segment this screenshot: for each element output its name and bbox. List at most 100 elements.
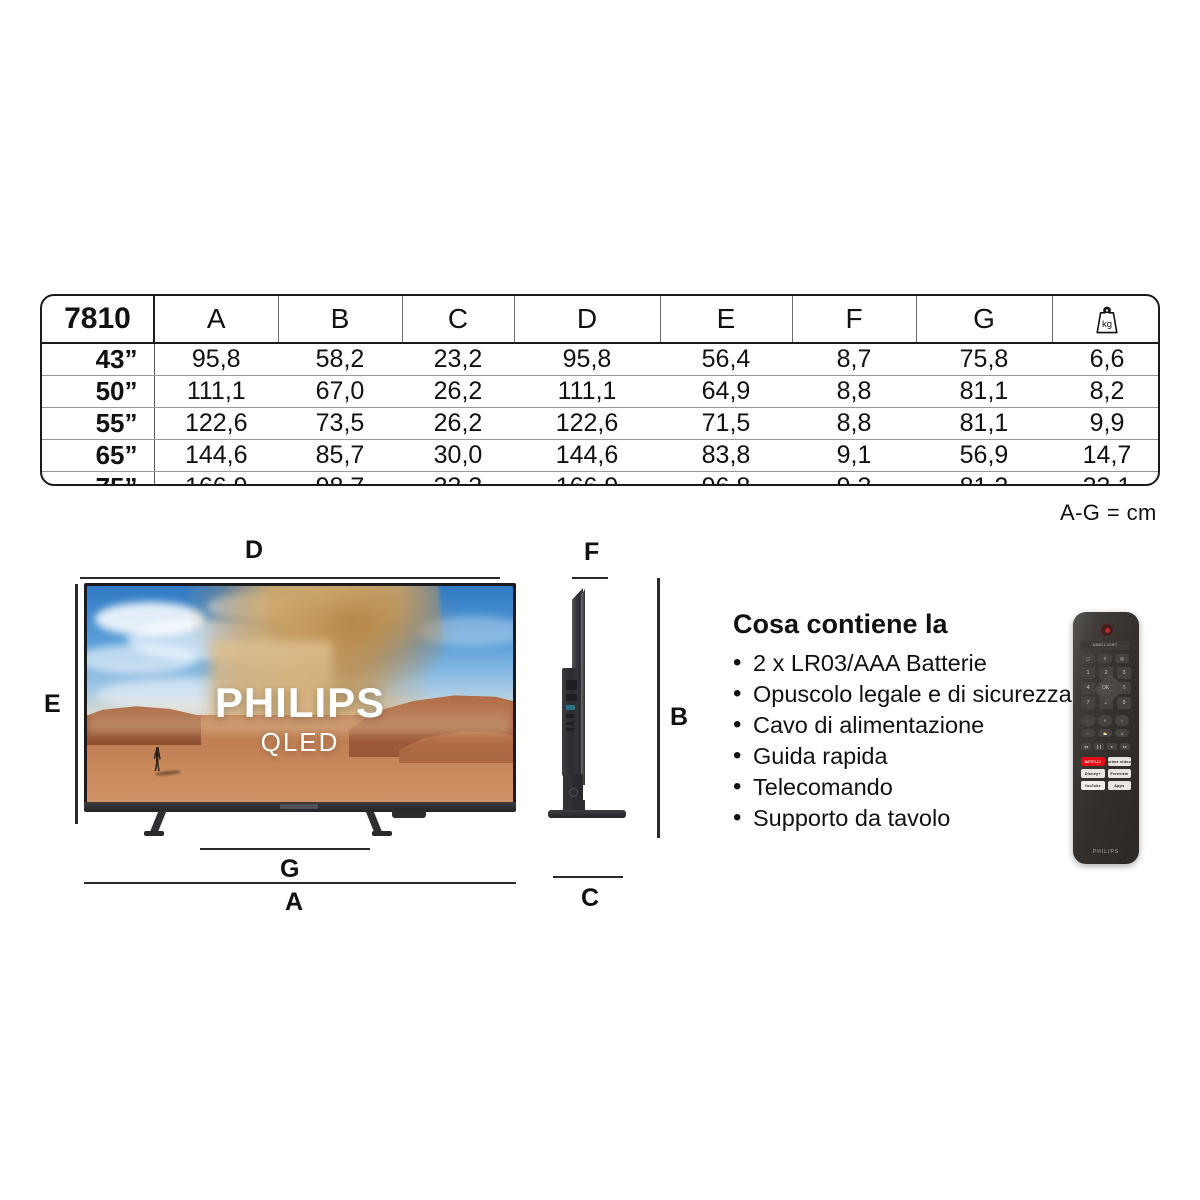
screen-brand-text: PHILIPS: [214, 679, 386, 726]
cell-c: 26,2: [402, 407, 514, 440]
dimension-line-d: [80, 577, 500, 580]
remote-control: AMBILIGHT ▢ ⚲ ▤ 1 2 3 4 5 6 7 8 9 OK ←: [1073, 612, 1139, 864]
cell-g: 81,1: [916, 375, 1052, 408]
table-model-header: 7810: [42, 296, 155, 344]
dimension-label-f: F: [584, 538, 600, 566]
ok-button: OK: [1099, 683, 1112, 694]
channel-rocker-icon: ♯: [1115, 729, 1129, 737]
ambilight-button: AMBILIGHT: [1080, 641, 1130, 650]
tv-center-module: [392, 811, 426, 818]
dust-haze: [87, 693, 513, 733]
table-col-header-e: E: [660, 296, 793, 344]
cell-f: 9,3: [792, 472, 916, 484]
cell-weight: 9,9: [1052, 407, 1158, 440]
table-row: 50” 111,1 67,0 26,2 111,1 64,9 8,8 81,1 …: [42, 375, 1158, 408]
weight-kg-icon: kg: [1092, 304, 1122, 336]
walking-figure: [153, 747, 161, 771]
tv-foot-right: [365, 811, 383, 833]
list-item: Telecomando: [733, 771, 1073, 803]
apps-button: Apps: [1107, 781, 1131, 790]
list-item: Cavo di alimentazione: [733, 709, 1073, 741]
list-item: Guida rapida: [733, 740, 1073, 772]
freeview-button: Freeview: [1107, 769, 1131, 778]
cell-g: 56,9: [916, 439, 1052, 472]
table-row: 43” 95,8 58,2 23,2 95,8 56,4 8,7 75,8 6,…: [42, 343, 1158, 376]
remote-nav-row: ← 0 ⌂: [1081, 715, 1129, 726]
cell-d: 144,6: [514, 439, 660, 472]
cell-f: 8,7: [792, 343, 916, 376]
cell-c: 26,2: [402, 375, 514, 408]
cell-a: 122,6: [154, 407, 278, 440]
dimension-label-g: G: [280, 855, 300, 883]
num-3-button: 3: [1117, 667, 1131, 679]
cell-e: 56,4: [660, 343, 792, 376]
cell-b: 98,7: [278, 472, 402, 484]
dimension-label-c: C: [581, 884, 600, 912]
cell-c: 30,0: [402, 439, 514, 472]
table-col-header-f: F: [792, 296, 917, 344]
remote-top-row: ▢ ⚲ ▤: [1081, 654, 1129, 663]
row-size-label: 65”: [42, 439, 155, 472]
box-contents-list: 2 x LR03/AAA Batterie Opuscolo legale e …: [733, 647, 1073, 834]
table-col-header-c: C: [402, 296, 515, 344]
num-7-button: 7: [1081, 697, 1095, 709]
screen-panel-type-text: QLED: [260, 727, 340, 757]
remote-numpad: 1 2 3 4 5 6 7 8 9 OK: [1081, 667, 1131, 711]
cell-weight: 8,2: [1052, 375, 1158, 408]
table-col-header-b: B: [278, 296, 403, 344]
home-button-icon: ⌂: [1115, 715, 1129, 726]
tv-screen: PHILIPS QLED: [87, 586, 513, 807]
cell-f: 8,8: [792, 407, 916, 440]
tv-side-stand-base: [548, 810, 626, 818]
row-size-label: 55”: [42, 407, 155, 440]
cell-d: 95,8: [514, 343, 660, 376]
remote-volume-row: ♭ ⛅ ♯: [1081, 729, 1129, 737]
dimensions-table: 7810 A B C D E F G kg: [40, 294, 1160, 486]
cell-e: 71,5: [660, 407, 792, 440]
rewind-button-icon: ◂◂: [1081, 743, 1091, 750]
dimension-line-g: [200, 848, 370, 851]
port-usb-icon: [566, 705, 575, 710]
dimension-line-f: [572, 577, 608, 580]
prime-video-button: prime video: [1107, 757, 1131, 766]
port-antenna-icon: [566, 694, 577, 701]
table-col-header-g: G: [916, 296, 1053, 344]
cell-f: 9,1: [792, 439, 916, 472]
cloud-shape: [87, 644, 197, 674]
dimension-line-e: [75, 584, 78, 824]
table-row: 65” 144,6 85,7 30,0 144,6 83,8 9,1 56,9 …: [42, 439, 1158, 472]
cell-c: 23,2: [402, 343, 514, 376]
cell-g: 75,8: [916, 343, 1052, 376]
netflix-button: NETFLIX: [1081, 757, 1105, 766]
list-item: 2 x LR03/AAA Batterie: [733, 647, 1073, 679]
cell-d: 166,9: [514, 472, 660, 484]
tv-side-stand-column: [576, 800, 585, 814]
disney-plus-button: Disney+: [1081, 769, 1105, 778]
remote-face: AMBILIGHT ▢ ⚲ ▤ 1 2 3 4 5 6 7 8 9 OK ←: [1078, 617, 1134, 859]
row-size-label: 50”: [42, 375, 155, 408]
cell-a: 144,6: [154, 439, 278, 472]
dimension-line-a: [84, 882, 516, 885]
dimension-line-c: [553, 876, 623, 879]
dimension-label-a: A: [285, 888, 304, 916]
cell-e: 96,8: [660, 472, 792, 484]
back-button-icon: ←: [1081, 715, 1095, 726]
tv-foot-left: [149, 811, 167, 833]
cell-a: 95,8: [154, 343, 278, 376]
cell-g: 81,2: [916, 472, 1052, 484]
num-9-button: 9: [1117, 697, 1131, 709]
tv-foot-pad-left: [144, 831, 164, 836]
cell-g: 81,1: [916, 407, 1052, 440]
power-button-icon: [1100, 623, 1114, 637]
table-col-header-a: A: [154, 296, 279, 344]
box-contents-section: Cosa contiene la 2 x LR03/AAA Batterie O…: [733, 608, 1073, 834]
tv-front-view: PHILIPS QLED: [84, 583, 516, 836]
num-1-button: 1: [1081, 667, 1095, 679]
mute-button-icon: ⛅: [1098, 729, 1112, 737]
table-row: 55” 122,6 73,5 26,2 122,6 71,5 8,8 81,1 …: [42, 407, 1158, 440]
svg-text:kg: kg: [1102, 319, 1112, 330]
dimension-label-d: D: [245, 536, 264, 564]
port-lan-icon: [566, 722, 574, 725]
cell-weight: 6,6: [1052, 343, 1158, 376]
cell-weight: 23,1: [1052, 472, 1158, 484]
